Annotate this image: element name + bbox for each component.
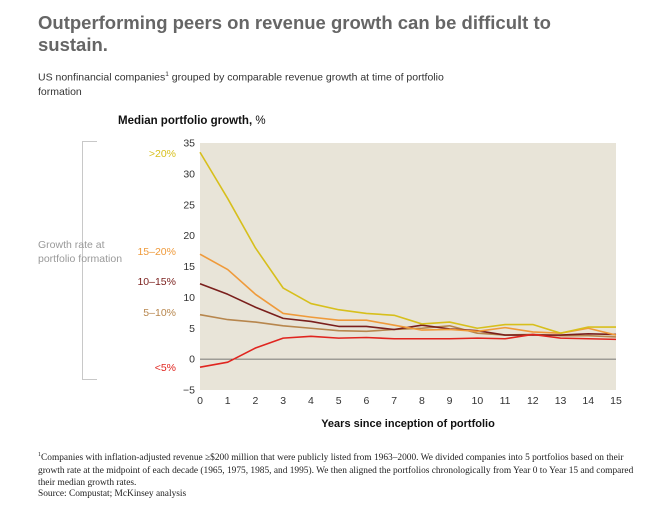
- y-tick-label: 0: [189, 354, 195, 366]
- x-axis-title: Years since inception of portfolio: [321, 418, 495, 430]
- x-tick-label: 1: [225, 395, 231, 407]
- y-axis-title-main: Median portfolio growth,: [118, 115, 253, 127]
- series-line-0: [199, 151, 616, 334]
- source-note: Source: Compustat; McKinsey analysis: [38, 489, 187, 499]
- x-tick-label: 14: [582, 395, 594, 407]
- x-tick-label: 2: [253, 395, 259, 407]
- x-tick-label: 3: [280, 395, 286, 407]
- y-tick-label: 20: [183, 230, 195, 242]
- y-tick-label: 5: [189, 323, 195, 335]
- y-axis: −5 0 5 10 15 20 25 30 35: [183, 138, 616, 397]
- y-tick-label: 10: [183, 292, 195, 304]
- x-tick-label: 11: [500, 395, 511, 407]
- subtitle-text: US nonfinancial companies: [38, 71, 166, 84]
- series-lines: [199, 151, 617, 368]
- growth-rate-side-label: Growth rate at portfolio formation: [38, 239, 123, 265]
- footnote-number: 1: [38, 452, 41, 458]
- y-axis-title-unit: %: [252, 115, 266, 127]
- y-tick-label: 35: [183, 138, 195, 150]
- y-tick-label: −5: [183, 385, 195, 397]
- x-tick-label: 0: [197, 395, 203, 407]
- x-tick-label: 13: [555, 395, 567, 407]
- x-tick-label: 12: [527, 395, 539, 407]
- x-tick-label: 6: [363, 395, 369, 407]
- x-tick-label: 9: [447, 395, 453, 407]
- group-bracket: [82, 141, 97, 380]
- chart-title: Outperforming peers on revenue growth ca…: [38, 12, 551, 55]
- series-line-4: [199, 333, 617, 368]
- series-label: 15–20%: [137, 246, 176, 258]
- series-label: <5%: [154, 362, 176, 374]
- y-tick-label: 30: [183, 168, 195, 180]
- footnote-marker: 1: [165, 71, 169, 78]
- chart-subtitle: US nonfinancial companies1 grouped by co…: [38, 68, 458, 99]
- x-tick-label: 7: [391, 395, 397, 407]
- y-axis-title: Median portfolio growth, %: [118, 115, 266, 127]
- x-tick-label: 10: [471, 395, 483, 407]
- x-tick-label: 8: [419, 395, 425, 407]
- series-label: 5–10%: [143, 307, 176, 319]
- x-axis: 0 1 2 3 4 5 6 7 8 9 10 11 12 13 14 15: [197, 395, 622, 407]
- series-label: >20%: [148, 148, 176, 160]
- plot-area: [200, 143, 616, 390]
- series-line-1: [199, 253, 617, 336]
- footnote-text: Companies with inflation-adjusted revenu…: [38, 453, 634, 489]
- x-tick-label: 4: [308, 395, 314, 407]
- series-label: 10–15%: [137, 276, 176, 288]
- x-tick-label: 5: [336, 395, 342, 407]
- subtitle-text-rest: grouped by comparable revenue growth at …: [38, 71, 444, 98]
- y-tick-label: 25: [183, 199, 195, 211]
- y-tick-label: 15: [183, 261, 195, 273]
- footnote: 1Companies with inflation-adjusted reven…: [38, 449, 638, 490]
- x-tick-label: 15: [610, 395, 622, 407]
